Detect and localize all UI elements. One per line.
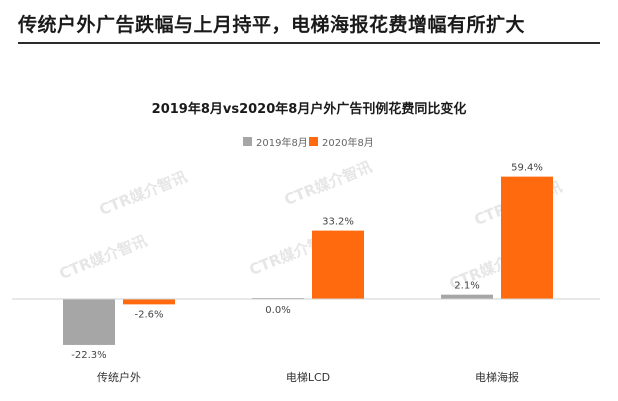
data-label: 2.1% — [454, 281, 479, 292]
header-divider — [18, 42, 600, 44]
category-labels-group: 传统户外 电梯LCD 电梯海报 — [97, 370, 519, 384]
legend-swatch — [243, 137, 252, 146]
chart-legend: 2019年8月 2020年8月 — [243, 136, 374, 149]
data-label: 59.4% — [511, 163, 543, 174]
category-label: 电梯LCD — [286, 371, 330, 384]
bar-2019 — [63, 299, 115, 345]
watermark-text: CTR媒介智讯 — [282, 158, 375, 209]
bar-2020 — [123, 299, 175, 305]
value-labels-group: -22.3% -2.6% 0.0% 33.2% 2.1% 59.4% — [71, 163, 543, 361]
watermark-layer: CTR媒介智讯CTR媒介智讯CTR媒介智讯CTR媒介智讯CTR媒介智讯CTR媒介… — [57, 158, 565, 293]
watermark-text: CTR媒介智讯 — [97, 168, 190, 219]
bar-2020 — [501, 176, 553, 299]
data-label: 33.2% — [322, 217, 354, 228]
data-label: 0.0% — [265, 305, 290, 316]
legend-swatch — [309, 137, 318, 146]
page-header: 传统户外广告跌幅与上月持平，电梯海报花费增幅有所扩大 — [18, 10, 600, 44]
bar-2019 — [441, 294, 493, 299]
page-headline: 传统户外广告跌幅与上月持平，电梯海报花费增幅有所扩大 — [18, 14, 526, 36]
chart-title: 2019年8月vs2020年8月户外广告刊例花费同比变化 — [152, 101, 467, 117]
data-label: -2.6% — [134, 309, 163, 320]
watermark-text: CTR媒介智讯 — [57, 232, 150, 283]
category-label: 电梯海报 — [475, 370, 519, 384]
legend-label: 2019年8月 — [256, 136, 308, 149]
category-label: 传统户外 — [97, 370, 141, 384]
data-label: -22.3% — [71, 350, 106, 361]
bars-group — [63, 176, 553, 345]
legend-label: 2020年8月 — [322, 136, 374, 149]
bar-2020 — [312, 230, 364, 299]
